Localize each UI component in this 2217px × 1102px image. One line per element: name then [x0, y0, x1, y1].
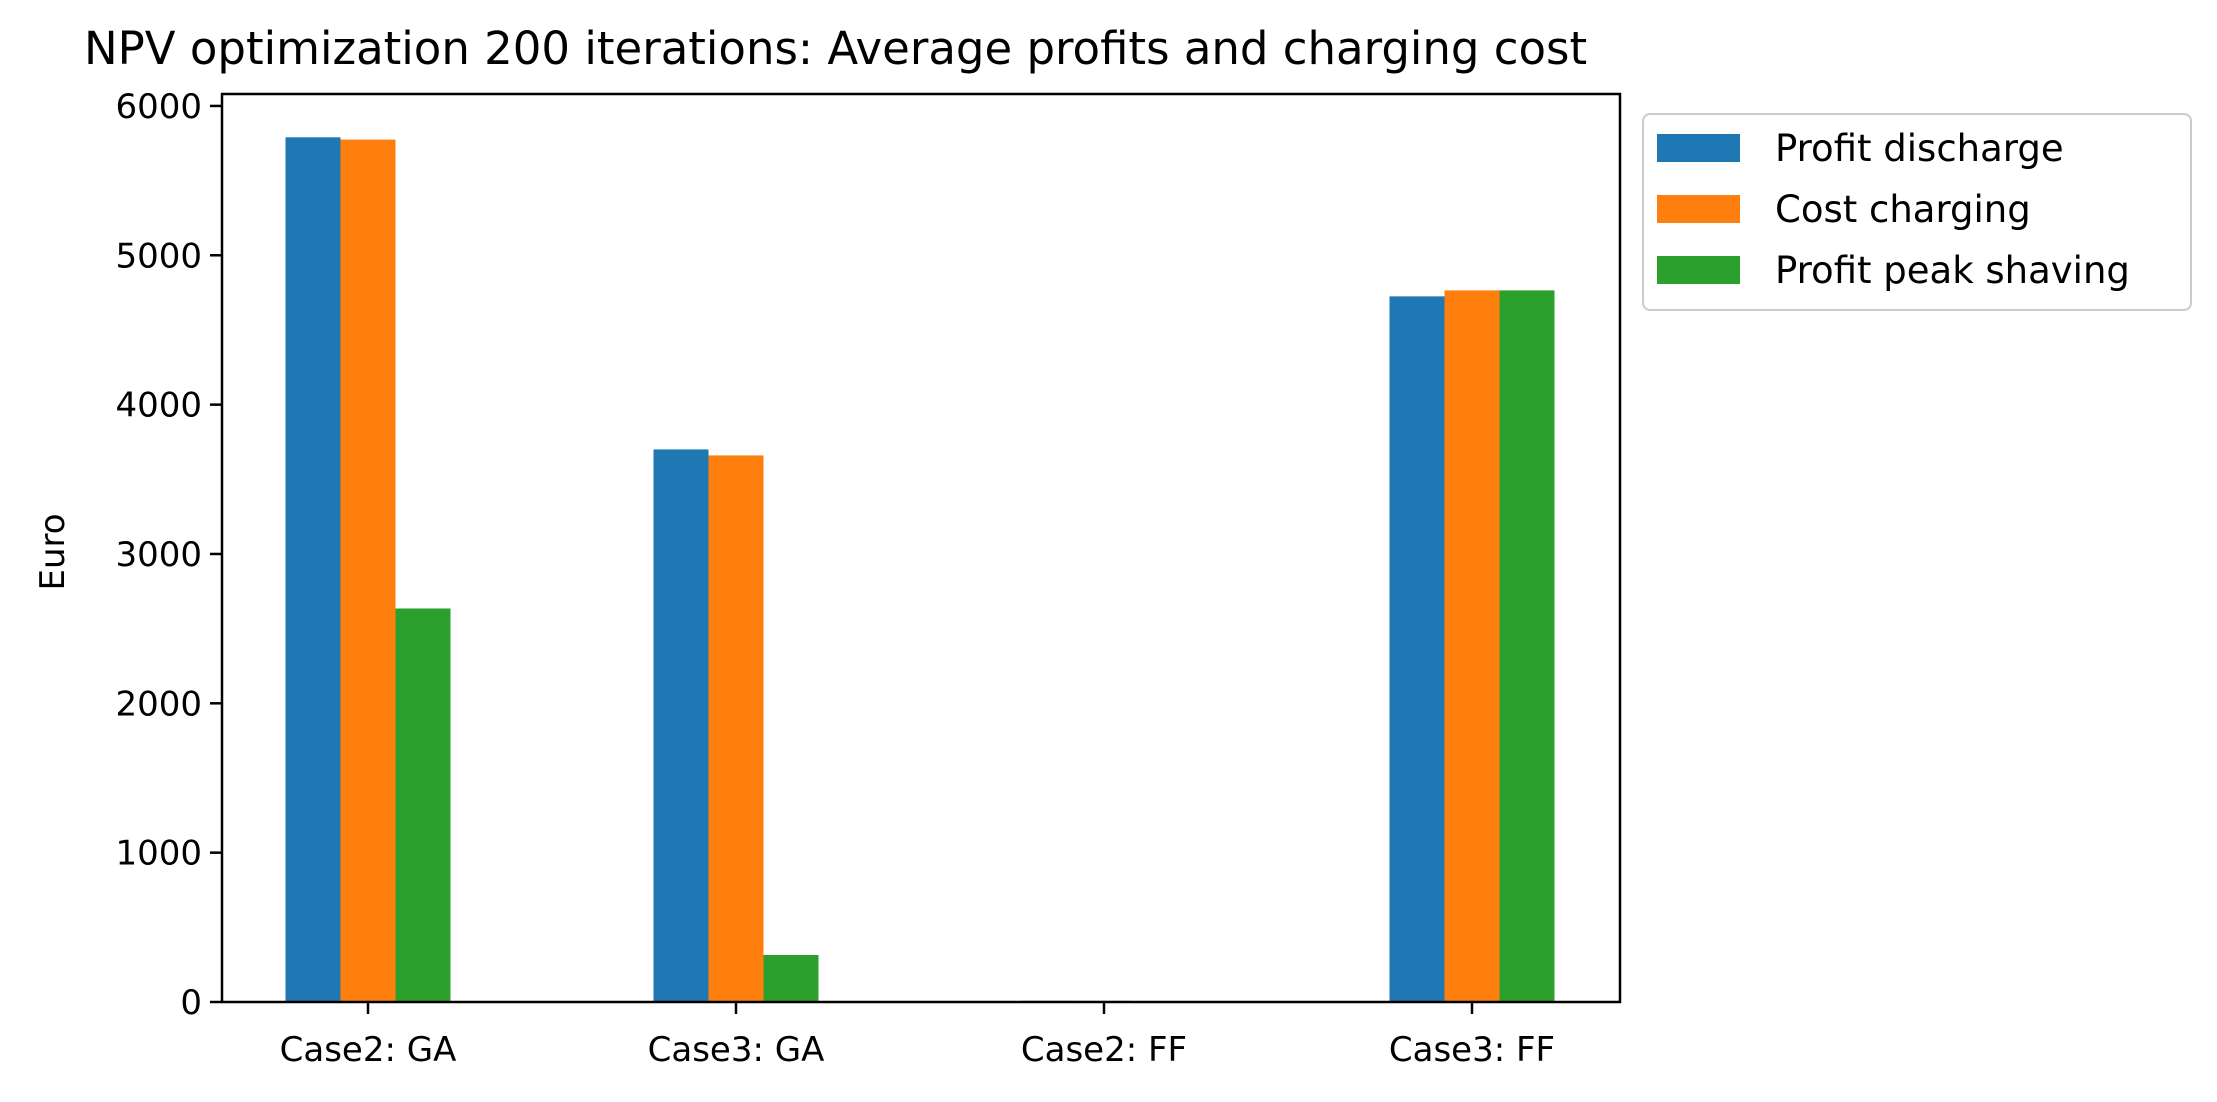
y-tick-label: 0 [180, 983, 202, 1023]
y-tick-label: 1000 [115, 834, 202, 874]
legend-swatch-3 [1657, 256, 1740, 284]
y-axis-label: Euro [33, 513, 73, 590]
y-tick-label: 4000 [115, 386, 202, 426]
axis-layer: 0 1000 2000 3000 4000 5000 6000 Case2: GA Case3:… [115, 87, 1555, 1070]
bar-2-2 [708, 455, 764, 1002]
x-tick-label: Case3: GA [648, 1030, 825, 1070]
legend-swatch-2 [1657, 195, 1740, 223]
bar-3-4 [1499, 290, 1555, 1002]
chart-title: NPV optimization 200 iterations: Average… [84, 22, 1587, 75]
legend-frame [1642, 113, 2192, 311]
x-tick-label: Case2: FF [1021, 1030, 1187, 1070]
plot-area-frame [220, 92, 1622, 1004]
x-tick-label: Case2: GA [280, 1030, 457, 1070]
bar-3-1 [395, 608, 451, 1002]
y-tick-label: 3000 [115, 535, 202, 575]
bar-2-1 [340, 139, 396, 1003]
x-tick-label: Case3: FF [1389, 1030, 1555, 1070]
y-tick-label: 5000 [115, 236, 202, 276]
bar-1-1 [285, 137, 341, 1002]
legend: Profit discharge Cost charging Profit peak… [1642, 113, 2192, 311]
y-tick-label: 6000 [115, 87, 202, 127]
bars-layer [285, 137, 1555, 1003]
bar-2-4 [1444, 290, 1500, 1002]
legend-label-2: Cost charging [1775, 188, 2031, 231]
legend-label-3: Profit peak shaving [1775, 249, 2130, 292]
y-tick-label: 2000 [115, 684, 202, 724]
legend-swatch-1 [1657, 134, 1740, 162]
bar-1-2 [653, 449, 709, 1002]
legend-label-1: Profit discharge [1775, 127, 2064, 170]
bar-3-2 [763, 954, 819, 1002]
bar-1-4 [1389, 296, 1445, 1003]
